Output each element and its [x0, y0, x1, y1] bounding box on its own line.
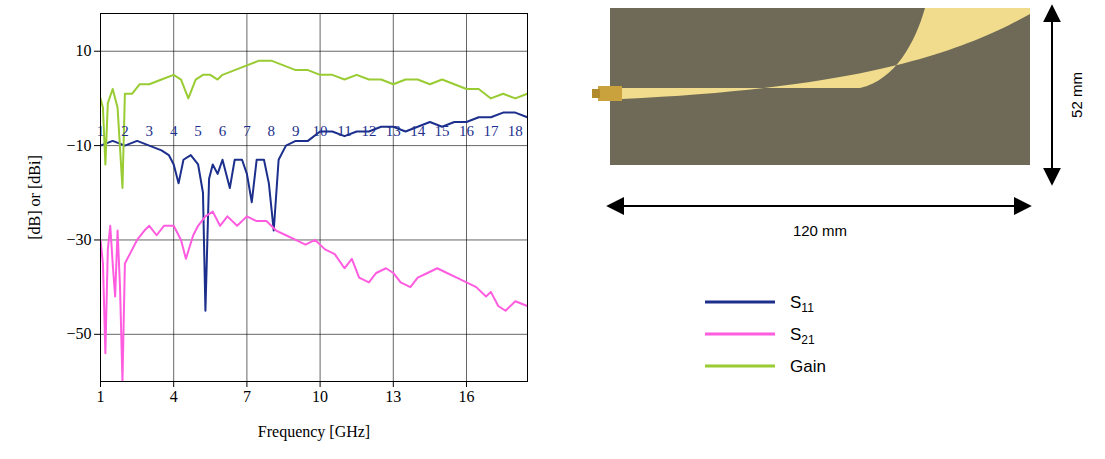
svg-text:−30: −30 [66, 231, 91, 248]
svg-text:1: 1 [96, 123, 105, 140]
svg-text:Gain: Gain [790, 357, 826, 376]
svg-text:15: 15 [435, 123, 450, 139]
svg-text:4: 4 [170, 123, 178, 139]
svg-text:4: 4 [170, 388, 178, 405]
svg-text:10: 10 [76, 42, 92, 59]
svg-text:[dB] or [dBi]: [dB] or [dBi] [26, 155, 43, 239]
svg-text:14: 14 [410, 123, 426, 139]
svg-text:13: 13 [385, 388, 401, 405]
svg-text:52 mm: 52 mm [1068, 72, 1085, 118]
svg-text:16: 16 [459, 123, 475, 139]
svg-text:1: 1 [97, 388, 105, 405]
svg-text:16: 16 [459, 388, 475, 405]
svg-text:6: 6 [219, 123, 227, 139]
svg-text:7: 7 [243, 388, 251, 405]
svg-text:17: 17 [483, 123, 499, 139]
svg-text:10: 10 [313, 123, 328, 139]
svg-text:120 mm: 120 mm [793, 222, 847, 239]
svg-text:Frequency [GHz]: Frequency [GHz] [258, 423, 370, 441]
svg-text:8: 8 [268, 123, 276, 139]
svg-text:−50: −50 [66, 325, 91, 342]
svg-text:11: 11 [337, 123, 351, 139]
svg-text:12: 12 [361, 123, 376, 139]
svg-text:3: 3 [146, 123, 154, 139]
svg-text:9: 9 [292, 123, 300, 139]
svg-text:10: 10 [312, 388, 328, 405]
svg-text:S21: S21 [790, 325, 815, 347]
svg-text:18: 18 [508, 123, 523, 139]
svg-text:2: 2 [121, 123, 128, 139]
svg-text:5: 5 [194, 123, 202, 139]
svg-text:7: 7 [243, 123, 251, 139]
svg-text:−10: −10 [66, 137, 91, 154]
svg-text:13: 13 [386, 123, 401, 139]
svg-text:S11: S11 [790, 293, 814, 315]
